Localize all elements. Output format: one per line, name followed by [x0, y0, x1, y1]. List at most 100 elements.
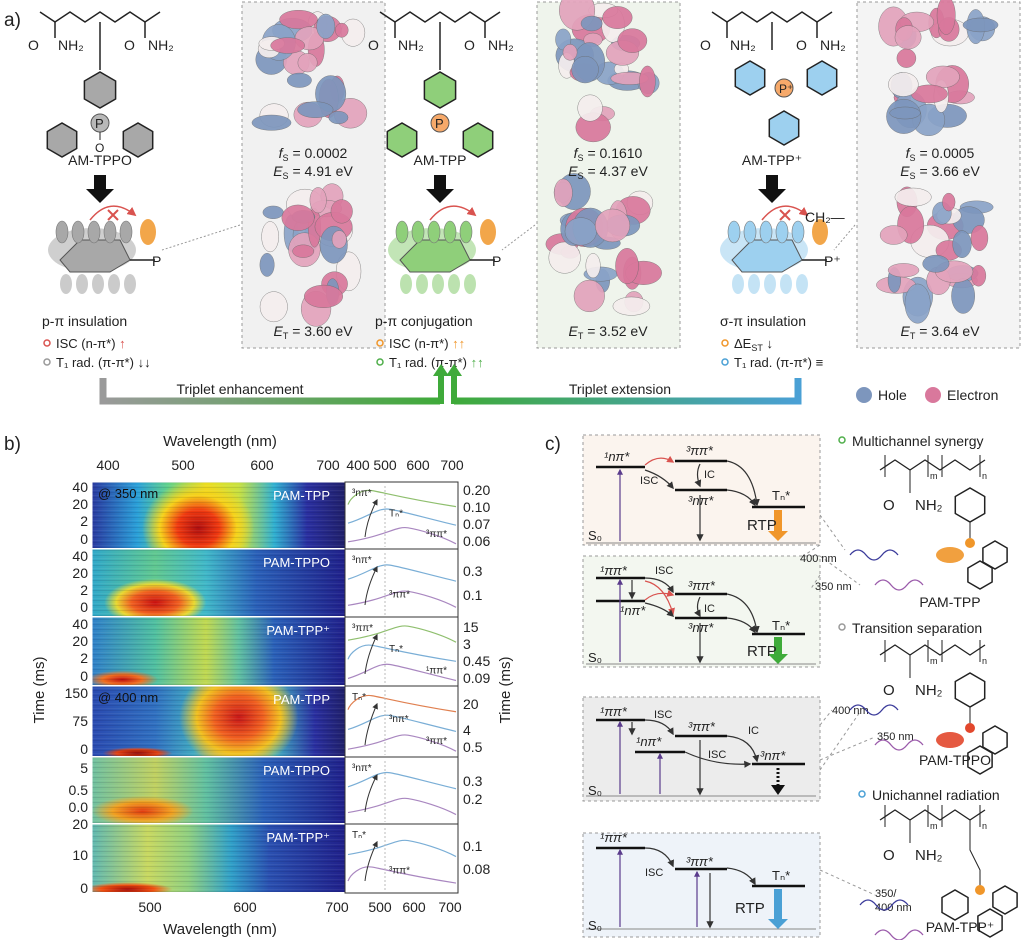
- phosphorus-label: P⁺: [779, 82, 793, 96]
- bullet-dot: [376, 358, 384, 366]
- ch2-label: CH₂—: [805, 209, 845, 225]
- level-label: Tₙ*: [772, 868, 790, 883]
- benzene-ring: [954, 487, 986, 523]
- p-orbital-lobe: [791, 220, 805, 244]
- excitation-wavelength: 350 nm: [815, 581, 852, 593]
- isosurface-lobe: [936, 0, 956, 35]
- decay-spectrum: [347, 771, 457, 790]
- mechanism-title: Transition separation: [852, 620, 982, 636]
- conjugation-arrow: [429, 205, 477, 221]
- x-tick-label: 500: [368, 899, 392, 915]
- benzene-ring: [806, 60, 838, 96]
- mechanism-title: Multichannel synergy: [852, 433, 984, 449]
- p-orbital-lobe: [124, 274, 136, 294]
- amide-label: NH₂: [58, 37, 84, 53]
- amide-label: NH₂: [820, 37, 846, 53]
- decay-spectrum: [347, 564, 457, 582]
- level-label: ¹ππ*: [600, 704, 628, 719]
- amide-label: NH₂: [915, 847, 943, 864]
- arrow-head: [433, 364, 449, 376]
- decay-spectrum: [347, 489, 457, 508]
- row-sample-label: PAM-TPPO: [263, 763, 330, 778]
- excitation-label: @ 350 nm: [98, 486, 158, 501]
- decay-spectrum: [347, 694, 457, 713]
- p-orbital-lobe: [108, 274, 120, 294]
- lone-pair-orbital: [480, 219, 496, 245]
- excitation-wave: [849, 704, 899, 716]
- state-annotation: Tₙ*: [389, 644, 403, 655]
- state-annotation: ³nπ*: [352, 763, 372, 774]
- state-annotation: ³ππ*: [389, 865, 410, 876]
- p-orbital-lobe: [92, 274, 104, 294]
- b-xlabel-top: Wavelength (nm): [163, 433, 277, 450]
- legend-electron-label: Electron: [947, 387, 998, 403]
- isosurface-lobe: [970, 265, 987, 287]
- bullet-dot: [43, 339, 51, 347]
- diagram-box-tppo: [582, 696, 821, 802]
- time-tick-label: 0.1: [463, 838, 483, 854]
- polymer-backbone: [379, 11, 501, 23]
- repeat-unit-m: m: [930, 471, 938, 481]
- heatmap-row-4: PAM-TPP @ 400 nm 150 75 0 20 40.5 Tₙ* ³nπ* ³ππ*: [65, 685, 483, 758]
- benzene-ring: [768, 110, 800, 146]
- b-ylabel-right: Time (ms): [497, 657, 514, 724]
- conjugation-arrow: [89, 205, 137, 221]
- leader-line: [819, 709, 833, 726]
- x-tick-label: 600: [406, 457, 430, 473]
- legend-electron-swatch: [925, 387, 941, 403]
- isosurface-lobe: [602, 6, 633, 29]
- diagram-4-labels: ¹ππ* ³ππ* Tₙ* ISC RTP S₀: [588, 830, 790, 933]
- p-orbital-lobe: [55, 220, 69, 244]
- heatmap-noise: [92, 482, 345, 548]
- es-tpp: ES = 4.37 eV: [568, 163, 648, 181]
- isosurface-lobe: [585, 253, 601, 279]
- isc-arrow: [644, 455, 675, 466]
- bullet-t1: T₁ rad. (π-π*) ≡: [734, 355, 823, 370]
- isosurface-lobe: [894, 187, 932, 207]
- triplet-enhancement-arrow: [99, 378, 440, 405]
- molecule-name-tppo: AM-TPPO: [68, 152, 132, 168]
- level-label: ³ππ*: [688, 578, 716, 593]
- repeat-unit-m: m: [930, 821, 938, 831]
- rtp-arrow-green: [774, 637, 782, 654]
- polymer-2: m n O NH₂: [849, 640, 1008, 775]
- benzene-ring: [941, 889, 969, 921]
- isosurface-lobe: [262, 205, 284, 219]
- excitation-wavelength: 400 nm: [875, 902, 912, 914]
- fs-tppplus: fS = 0.0005: [906, 145, 975, 163]
- triplet-extension-label: Triplet extension: [569, 381, 671, 397]
- heatmap-row: [92, 482, 345, 548]
- ground-label: S₀: [588, 918, 602, 933]
- mechanism-unichannel: Unichannel radiation 350/ 400 nm PAM-TPP…: [858, 787, 1000, 935]
- y-tick-label: 2: [80, 513, 88, 529]
- phosphorus-atom: [430, 113, 450, 133]
- isc-label-2: ISC: [708, 749, 726, 761]
- y-tick-label: 20: [72, 496, 88, 512]
- leader-line: [819, 736, 876, 761]
- isosurface-lobe: [639, 65, 656, 98]
- p-orbital-lobe: [732, 274, 744, 294]
- y-tick-label: 40: [72, 479, 88, 495]
- state-annotation: Tₙ*: [352, 830, 366, 841]
- p-orbital-lobe: [796, 274, 808, 294]
- isc-arrow: [644, 580, 675, 616]
- isosurface-lobe: [612, 296, 651, 316]
- transition-arrow: [364, 773, 378, 813]
- level-label: ³ππ*: [686, 854, 714, 869]
- decay-spectrum: [347, 590, 457, 608]
- benzene-ring: [982, 540, 1008, 570]
- rtp-arrow-orange: [774, 510, 782, 531]
- polymer-backbone: [879, 459, 986, 471]
- phosphorus-atom: [975, 885, 985, 895]
- polymer-backbone: [39, 11, 161, 23]
- et-tppo: ET = 3.60 eV: [273, 323, 353, 341]
- benzene-ring: [386, 122, 418, 158]
- isosurface-lobe: [316, 13, 336, 39]
- p-orbital-lobe: [448, 274, 460, 294]
- y-tick-label: 20: [72, 816, 88, 832]
- time-tick-label: 4: [463, 722, 471, 738]
- amide-label: NH₂: [488, 37, 514, 53]
- molecule-tpp: O NH₂ O NH₂ P P: [368, 11, 536, 294]
- polymer-backbone: [711, 11, 833, 23]
